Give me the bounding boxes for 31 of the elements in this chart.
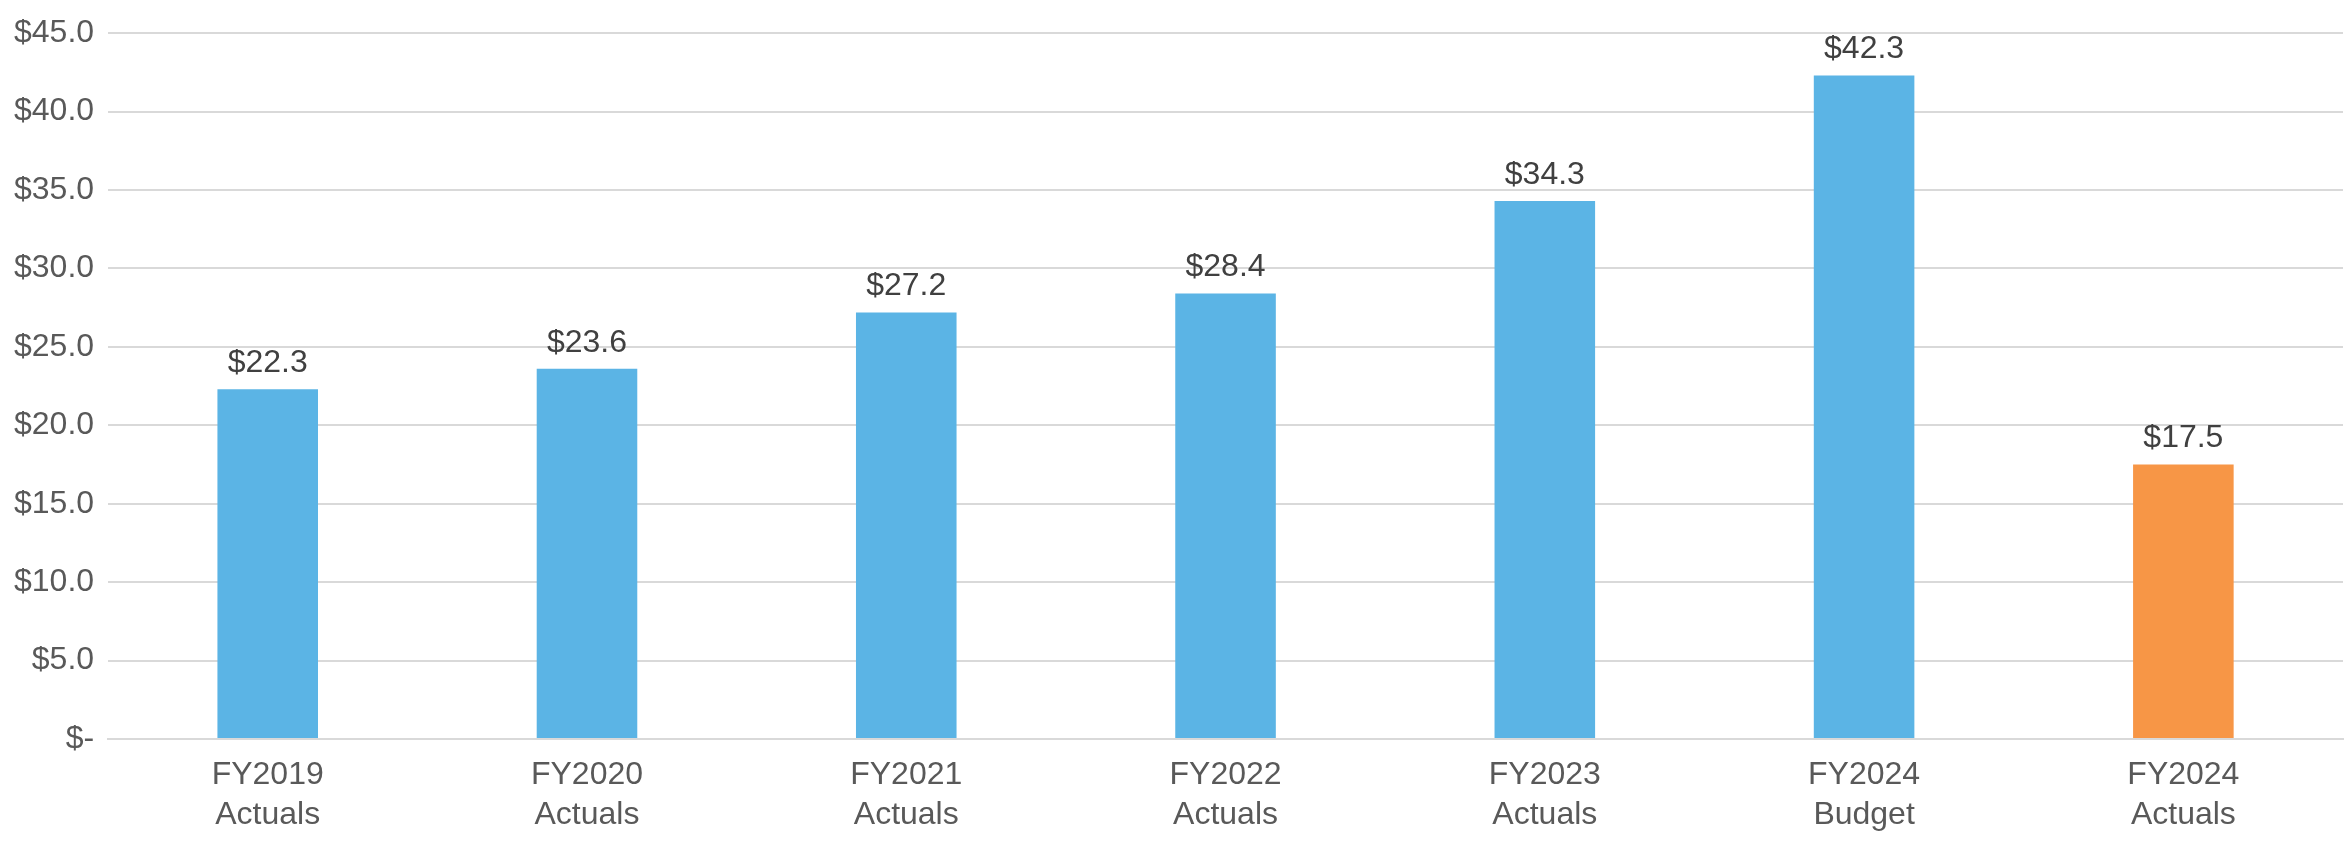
data-label: $28.4: [1185, 247, 1266, 284]
y-tick-label: $10.0: [14, 561, 95, 598]
x-tick-label: FY2022 Actuals: [1169, 754, 1282, 831]
y-tick-label: $35.0: [14, 169, 95, 206]
data-label: $34.3: [1504, 154, 1585, 191]
bar: [536, 368, 638, 738]
data-label: $22.3: [227, 343, 308, 380]
y-tick-label: $5.0: [31, 640, 95, 677]
data-label: $17.5: [2143, 418, 2224, 455]
data-label: $42.3: [1824, 29, 1905, 66]
bar: [2133, 464, 2234, 738]
x-tick-label: FY2020 Actuals: [530, 754, 644, 831]
bar: [1813, 75, 1915, 738]
y-tick-label: $20.0: [14, 405, 95, 442]
x-tick-label: FY2024 Actuals: [2127, 754, 2240, 831]
y-tick-label: $-: [65, 718, 95, 755]
bar: [855, 312, 957, 738]
y-tick-label: $30.0: [14, 248, 95, 285]
x-tick-label: FY2021 Actuals: [850, 754, 963, 831]
bar: [1494, 201, 1596, 738]
data-label: $23.6: [546, 322, 628, 359]
bar: [217, 389, 318, 738]
x-tick-label: FY2024 Budget: [1808, 754, 1921, 831]
y-tick-label: $45.0: [14, 13, 95, 50]
x-tick-label: FY2023 Actuals: [1488, 754, 1601, 831]
bar: [1175, 293, 1276, 738]
y-tick-label: $15.0: [14, 483, 95, 520]
y-tick-label: $25.0: [14, 326, 95, 363]
y-tick-label: $40.0: [14, 91, 95, 128]
data-label: $27.2: [866, 266, 947, 303]
x-tick-label: FY2019 Actuals: [211, 754, 324, 831]
